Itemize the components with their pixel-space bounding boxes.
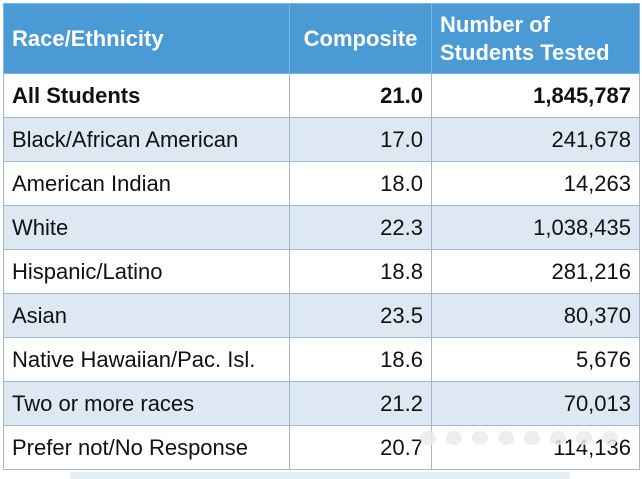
results-table-container: Race/Ethnicity Composite Number of Stude… <box>3 3 640 470</box>
table-row: Two or more races 21.2 70,013 <box>3 381 640 426</box>
table-row: American Indian 18.0 14,263 <box>3 161 640 206</box>
bottom-band <box>70 472 570 479</box>
column-header-composite: Composite <box>289 3 432 74</box>
cell-composite: 20.7 <box>289 425 432 470</box>
table-body: All Students 21.0 1,845,787 Black/African A… <box>3 73 640 470</box>
cell-students-tested: 1,845,787 <box>431 73 640 118</box>
cell-race-ethnicity: Black/African American <box>3 117 290 162</box>
cell-students-tested: 70,013 <box>431 381 640 426</box>
table-row: White 22.3 1,038,435 <box>3 205 640 250</box>
cell-composite: 21.0 <box>289 73 432 118</box>
table-row: Native Hawaiian/Pac. Isl. 18.6 5,676 <box>3 337 640 382</box>
results-table: Race/Ethnicity Composite Number of Stude… <box>3 3 640 470</box>
cell-students-tested: 80,370 <box>431 293 640 338</box>
cell-composite: 21.2 <box>289 381 432 426</box>
table-row: Asian 23.5 80,370 <box>3 293 640 338</box>
table-row: Black/African American 17.0 241,678 <box>3 117 640 162</box>
cell-race-ethnicity: Two or more races <box>3 381 290 426</box>
cell-students-tested: 241,678 <box>431 117 640 162</box>
cell-race-ethnicity: Asian <box>3 293 290 338</box>
cell-race-ethnicity: White <box>3 205 290 250</box>
table-row: Hispanic/Latino 18.8 281,216 <box>3 249 640 294</box>
column-header-students-tested: Number of Students Tested <box>431 3 640 74</box>
cell-composite: 18.6 <box>289 337 432 382</box>
header-row: Race/Ethnicity Composite Number of Stude… <box>3 3 640 74</box>
cell-students-tested: 281,216 <box>431 249 640 294</box>
table-row: Prefer not/No Response 20.7 114,136 <box>3 425 640 470</box>
cell-composite: 23.5 <box>289 293 432 338</box>
table-row: All Students 21.0 1,845,787 <box>3 73 640 118</box>
column-header-race-ethnicity: Race/Ethnicity <box>3 3 290 74</box>
cell-composite: 17.0 <box>289 117 432 162</box>
cell-composite: 18.8 <box>289 249 432 294</box>
cell-composite: 18.0 <box>289 161 432 206</box>
cell-students-tested: 5,676 <box>431 337 640 382</box>
cell-race-ethnicity: Native Hawaiian/Pac. Isl. <box>3 337 290 382</box>
cell-race-ethnicity: American Indian <box>3 161 290 206</box>
cell-composite: 22.3 <box>289 205 432 250</box>
cell-race-ethnicity: Hispanic/Latino <box>3 249 290 294</box>
cell-students-tested: 14,263 <box>431 161 640 206</box>
cell-race-ethnicity: Prefer not/No Response <box>3 425 290 470</box>
cell-students-tested: 1,038,435 <box>431 205 640 250</box>
cell-students-tested: 114,136 <box>431 425 640 470</box>
cell-race-ethnicity: All Students <box>3 73 290 118</box>
